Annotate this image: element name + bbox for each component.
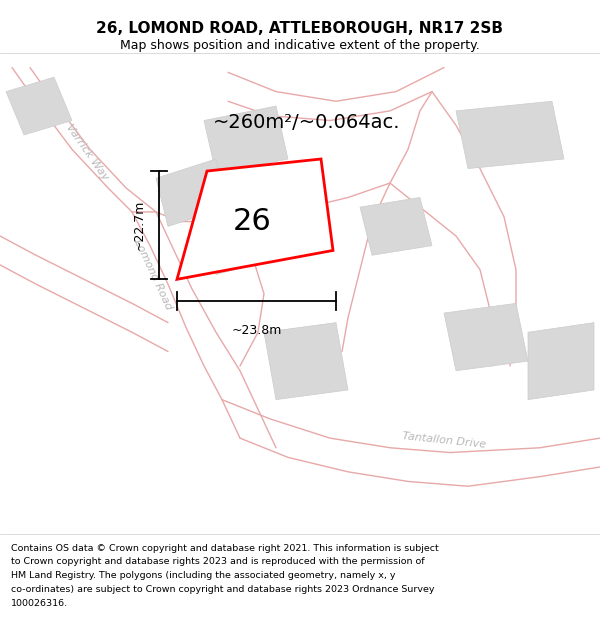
Polygon shape <box>156 159 228 226</box>
Text: HM Land Registry. The polygons (including the associated geometry, namely x, y: HM Land Registry. The polygons (includin… <box>11 571 395 580</box>
Polygon shape <box>6 77 72 135</box>
Text: co-ordinates) are subject to Crown copyright and database rights 2023 Ordnance S: co-ordinates) are subject to Crown copyr… <box>11 585 434 594</box>
Text: to Crown copyright and database rights 2023 and is reproduced with the permissio: to Crown copyright and database rights 2… <box>11 558 424 566</box>
Text: Contains OS data © Crown copyright and database right 2021. This information is : Contains OS data © Crown copyright and d… <box>11 544 439 552</box>
Text: 100026316.: 100026316. <box>11 599 68 608</box>
Polygon shape <box>177 159 333 279</box>
Polygon shape <box>444 303 528 371</box>
Text: 26, LOMOND ROAD, ATTLEBOROUGH, NR17 2SB: 26, LOMOND ROAD, ATTLEBOROUGH, NR17 2SB <box>97 21 503 36</box>
Text: 26: 26 <box>233 207 271 236</box>
Text: Lomond Road: Lomond Road <box>132 238 174 311</box>
Text: Map shows position and indicative extent of the property.: Map shows position and indicative extent… <box>120 39 480 51</box>
Polygon shape <box>360 198 432 255</box>
Polygon shape <box>204 106 288 173</box>
Polygon shape <box>456 101 564 169</box>
Text: Varrick Way: Varrick Way <box>64 122 110 182</box>
Polygon shape <box>528 322 594 399</box>
Text: Tantallon Drive: Tantallon Drive <box>401 431 487 450</box>
Text: ~260m²/~0.064ac.: ~260m²/~0.064ac. <box>213 113 401 132</box>
Text: ~22.7m: ~22.7m <box>133 200 146 251</box>
Text: ~23.8m: ~23.8m <box>232 324 281 337</box>
Polygon shape <box>204 188 288 274</box>
Polygon shape <box>264 322 348 399</box>
